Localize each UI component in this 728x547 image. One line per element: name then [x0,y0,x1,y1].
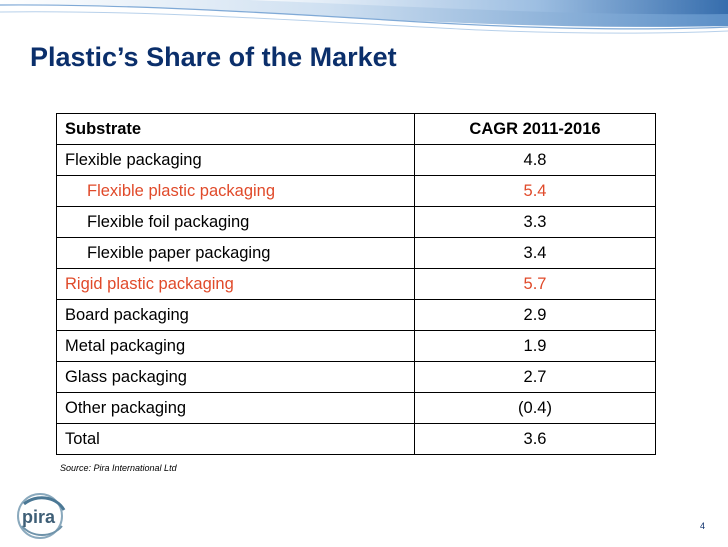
substrate-cell: Flexible paper packaging [56,237,415,269]
cagr-cell: 3.4 [414,237,656,269]
cagr-table: Substrate CAGR 2011-2016 Flexible packag… [56,113,656,455]
cagr-cell: 3.6 [414,423,656,455]
table-row: Flexible foil packaging 3.3 [56,206,656,238]
table-row: Rigid plastic packaging 5.7 [56,268,656,300]
cagr-cell: 1.9 [414,330,656,362]
table-header-row: Substrate CAGR 2011-2016 [56,113,656,145]
substrate-cell: Metal packaging [56,330,415,362]
table-row: Flexible plastic packaging 5.4 [56,175,656,207]
table-row: Total 3.6 [56,423,656,455]
cagr-cell: 5.7 [414,268,656,300]
table-row: Metal packaging 1.9 [56,330,656,362]
cagr-cell: 5.4 [414,175,656,207]
table-row: Other packaging (0.4) [56,392,656,424]
cagr-cell: (0.4) [414,392,656,424]
table-row: Flexible paper packaging 3.4 [56,237,656,269]
cagr-cell: 3.3 [414,206,656,238]
header-wave-band [0,0,728,40]
source-note: Source: Pira International Ltd [60,463,177,473]
cagr-cell: 4.8 [414,144,656,176]
page-number: 4 [700,521,706,531]
substrate-cell: Board packaging [56,299,415,331]
slide-title: Plastic’s Share of the Market [30,42,397,72]
substrate-cell: Glass packaging [56,361,415,393]
cagr-cell: 2.9 [414,299,656,331]
header-substrate: Substrate [56,113,415,145]
logo-text: pira [22,507,56,527]
substrate-cell: Flexible foil packaging [56,206,415,238]
substrate-cell: Total [56,423,415,455]
pira-logo: pira [14,490,80,542]
table-row: Glass packaging 2.7 [56,361,656,393]
cagr-cell: 2.7 [414,361,656,393]
header-cagr: CAGR 2011-2016 [414,113,656,145]
table-row: Flexible packaging 4.8 [56,144,656,176]
table-body: Flexible packaging 4.8 Flexible plastic pa… [56,144,656,455]
substrate-cell: Other packaging [56,392,415,424]
substrate-cell: Flexible packaging [56,144,415,176]
substrate-cell: Rigid plastic packaging [56,268,415,300]
header-wave-graphic [0,0,728,34]
substrate-cell: Flexible plastic packaging [56,175,415,207]
table-row: Board packaging 2.9 [56,299,656,331]
